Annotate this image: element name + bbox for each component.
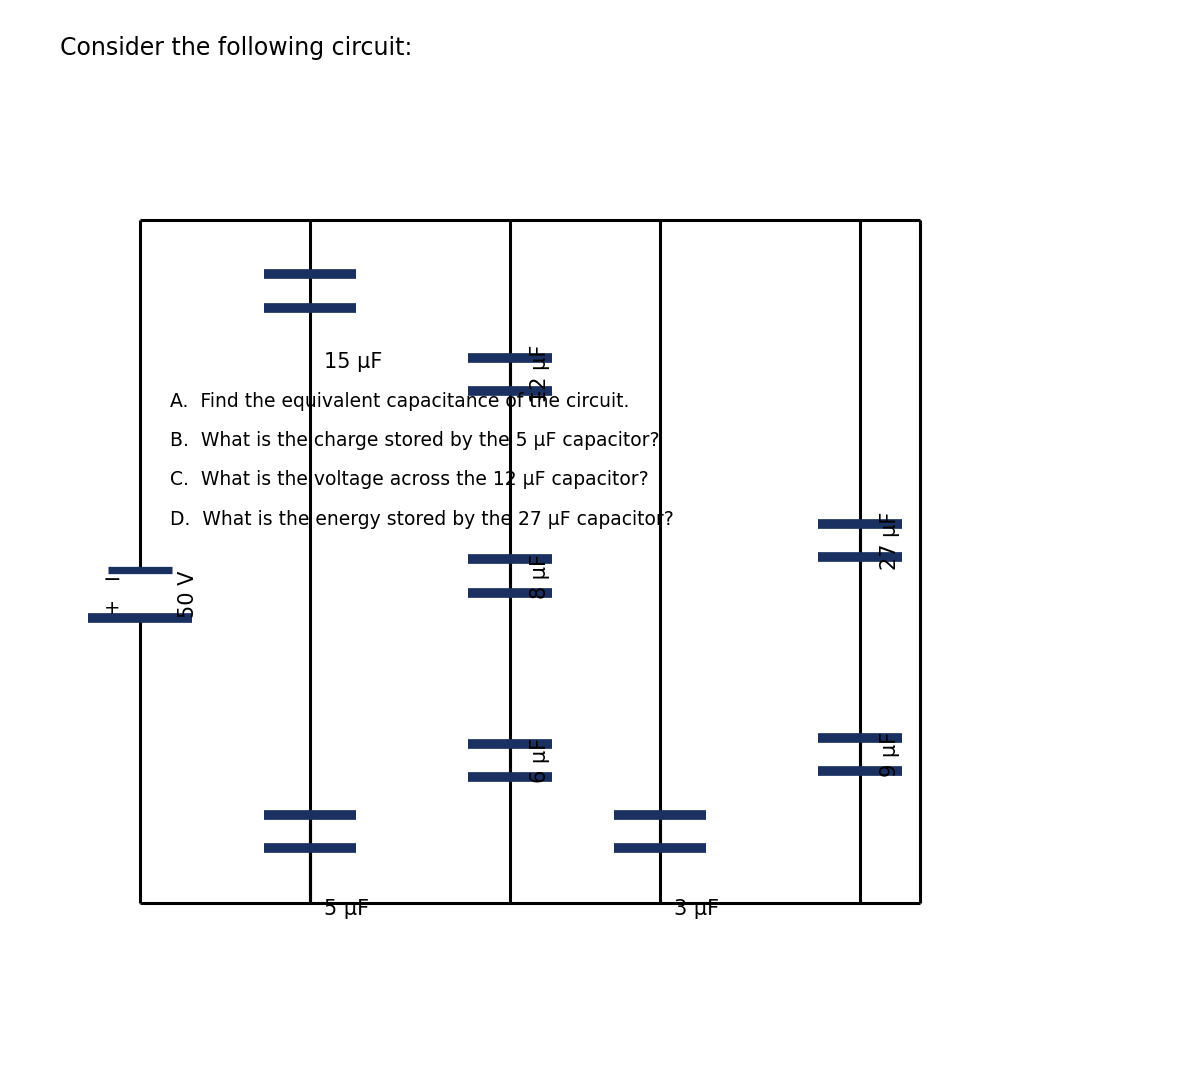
Text: 27 μF: 27 μF xyxy=(880,511,900,570)
Text: 8 μF: 8 μF xyxy=(530,554,550,599)
Text: 3 μF: 3 μF xyxy=(674,899,719,918)
Text: A.  Find the equivalent capacitance of the circuit.: A. Find the equivalent capacitance of th… xyxy=(170,392,629,410)
Text: 12 μF: 12 μF xyxy=(530,345,550,403)
Text: C.  What is the voltage across the 12 μF capacitor?: C. What is the voltage across the 12 μF … xyxy=(170,470,649,490)
Text: B.  What is the charge stored by the 5 μF capacitor?: B. What is the charge stored by the 5 μF… xyxy=(170,431,660,450)
Text: Consider the following circuit:: Consider the following circuit: xyxy=(60,35,413,60)
Text: 9 μF: 9 μF xyxy=(880,731,900,777)
Text: 15 μF: 15 μF xyxy=(324,353,383,372)
Text: 5 μF: 5 μF xyxy=(324,899,370,918)
Text: D.  What is the energy stored by the 27 μF capacitor?: D. What is the energy stored by the 27 μ… xyxy=(170,510,673,528)
Text: +: + xyxy=(103,599,120,618)
Text: −: − xyxy=(103,570,121,590)
Text: 50 V: 50 V xyxy=(178,570,198,618)
Text: 6 μF: 6 μF xyxy=(530,738,550,783)
